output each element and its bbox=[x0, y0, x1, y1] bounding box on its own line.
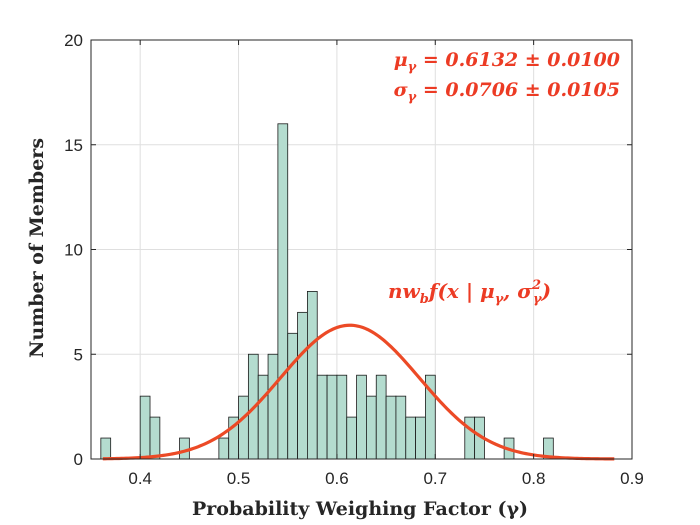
y-tick-label-4: 20 bbox=[64, 31, 83, 50]
histogram-bar-27 bbox=[366, 395, 377, 460]
x-tick-label-5: 0.9 bbox=[620, 469, 644, 488]
x-tick-label-0: 0.4 bbox=[128, 469, 152, 488]
histogram-bar-24 bbox=[336, 374, 348, 460]
sigma-annotation: σγ = 0.0706 ± 0.0105 bbox=[394, 79, 620, 105]
histogram-bar-26 bbox=[356, 374, 367, 460]
x-tick-label-3: 0.7 bbox=[423, 469, 447, 488]
histogram-bar-0 bbox=[100, 437, 112, 460]
curve-label-prefix: nw bbox=[388, 279, 421, 303]
histogram-bar-30 bbox=[395, 395, 407, 460]
x-tick-label-1: 0.5 bbox=[227, 469, 251, 488]
histogram-bar-4 bbox=[139, 395, 151, 460]
histogram-bar-32 bbox=[415, 416, 426, 460]
curve-label-sub-g2: γ bbox=[533, 292, 543, 307]
curve-label-mid: f(x | μ bbox=[427, 279, 495, 303]
histogram-bar-22 bbox=[316, 374, 328, 460]
histogram-bar-37 bbox=[464, 416, 476, 460]
histogram-bar-12 bbox=[218, 437, 230, 460]
histogram-bar-17 bbox=[267, 353, 279, 460]
axis-ticks bbox=[91, 39, 633, 460]
sigma-subscript: γ bbox=[408, 90, 418, 105]
histogram-bar-21 bbox=[306, 290, 318, 460]
histogram-bar-23 bbox=[326, 374, 338, 460]
curve-label-close: ) bbox=[541, 279, 551, 303]
histogram-bar-8 bbox=[179, 437, 190, 460]
mu-subscript: γ bbox=[408, 60, 418, 75]
curve-label-sub-b: b bbox=[420, 292, 429, 307]
y-tick-label-1: 5 bbox=[74, 345, 83, 364]
y-tick-label-2: 10 bbox=[64, 241, 83, 260]
tick-labels: 0.4 0.5 0.6 0.7 0.8 0.9 0 5 10 15 20 bbox=[64, 31, 644, 488]
histogram-bar-25 bbox=[346, 416, 357, 460]
x-tick-label-4: 0.8 bbox=[522, 469, 546, 488]
x-axis-title: Probability Weighing Factor (γ) bbox=[192, 498, 528, 520]
sigma-symbol: σ bbox=[394, 79, 409, 101]
mu-annotation: μγ = 0.6132 ± 0.0100 bbox=[394, 49, 620, 75]
y-tick-label-0: 0 bbox=[74, 450, 83, 469]
sigma-value: = 0.0706 ± 0.0105 bbox=[416, 79, 620, 101]
histogram-bar-20 bbox=[297, 311, 308, 460]
histogram-bar-5 bbox=[149, 416, 161, 460]
mu-value: = 0.6132 ± 0.0100 bbox=[416, 49, 620, 71]
histogram-bar-29 bbox=[385, 395, 397, 460]
histogram-bar-28 bbox=[375, 374, 387, 460]
histogram-bars bbox=[100, 123, 554, 460]
curve-label-sigma: , σ bbox=[502, 279, 532, 303]
histogram-bar-14 bbox=[238, 395, 249, 460]
y-axis-title: Number of Members bbox=[26, 138, 48, 358]
histogram-bar-19 bbox=[287, 332, 298, 460]
curve-label: nwbf(x | μγ, σ2 γ) bbox=[388, 278, 551, 307]
histogram-bar-31 bbox=[405, 416, 417, 460]
normal-fit-curve bbox=[102, 323, 615, 461]
curve-label-sub-g: γ bbox=[495, 292, 505, 307]
histogram-bar-18 bbox=[277, 123, 289, 460]
curve-label-sup: 2 bbox=[531, 278, 541, 293]
mu-symbol: μ bbox=[394, 49, 408, 71]
x-tick-label-2: 0.6 bbox=[325, 469, 349, 488]
histogram-bar-16 bbox=[257, 374, 269, 460]
y-tick-label-3: 15 bbox=[64, 136, 83, 155]
